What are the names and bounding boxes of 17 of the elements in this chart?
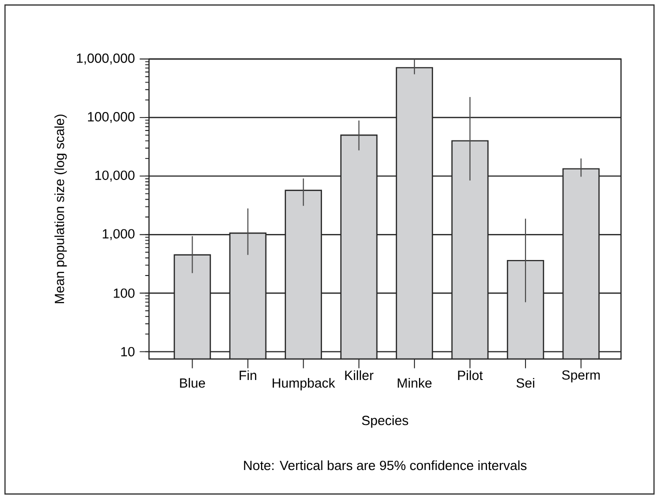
y-tick-label: 10: [121, 346, 134, 356]
x-tick-label: Minke: [398, 378, 432, 388]
x-tick-label: Sei: [516, 378, 534, 388]
y-tick-label: 10,000: [95, 170, 134, 182]
y-tick-label: 100: [114, 288, 134, 298]
x-tick-label: Fin: [240, 370, 256, 380]
x-tick-label: Humpback: [272, 378, 336, 390]
y-tick-label: 1,000,000: [76, 54, 134, 64]
y-axis-title: Mean population size (log scale): [54, 114, 67, 304]
x-tick-label: Killer: [345, 370, 374, 380]
x-tick-label: Pilot: [458, 370, 483, 380]
x-tick-label: Sperm: [562, 370, 600, 382]
y-tick-label: 1,000: [102, 229, 134, 240]
x-tick-label: Blue: [180, 378, 206, 388]
x-axis-title: Species: [362, 415, 408, 428]
text: Note: Vertical bars are 95% confidence intervals: [244, 460, 526, 470]
y-tick-label: 100,000: [88, 112, 134, 124]
